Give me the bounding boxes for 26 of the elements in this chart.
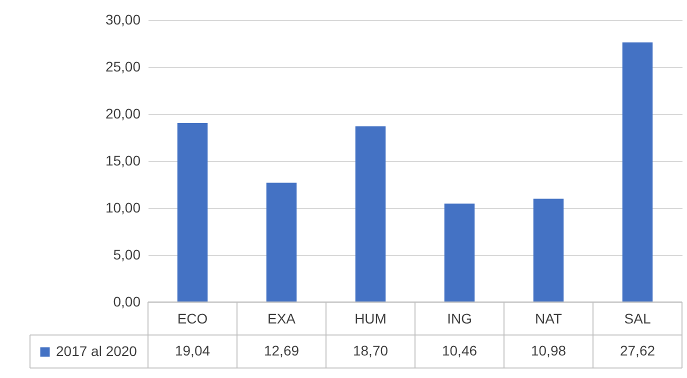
y-tick-label: 0,00 — [113, 294, 141, 310]
y-tick-label: 25,00 — [105, 58, 141, 74]
x-tick-label: HUM — [354, 310, 386, 326]
data-label: 10,46 — [442, 342, 478, 358]
x-tick-label: NAT — [535, 310, 562, 326]
bar — [266, 182, 297, 302]
x-tick-label: EXA — [267, 310, 296, 326]
y-tick-label: 20,00 — [105, 106, 141, 122]
legend-label: 2017 al 2020 — [56, 343, 138, 359]
bar — [622, 42, 653, 302]
bar — [177, 123, 208, 302]
y-tick-label: 5,00 — [113, 246, 141, 262]
x-tick-label: ECO — [177, 310, 208, 326]
y-tick-label: 30,00 — [105, 12, 141, 28]
data-label: 19,04 — [174, 342, 210, 358]
bar — [355, 126, 386, 302]
data-label: 18,70 — [352, 342, 388, 358]
data-label: 10,98 — [530, 342, 566, 358]
data-label: 12,69 — [264, 342, 300, 358]
y-tick-label: 10,00 — [105, 200, 141, 216]
x-tick-label: SAL — [624, 310, 651, 326]
bar — [533, 198, 564, 302]
data-label: 27,62 — [620, 342, 656, 358]
x-tick-label: ING — [447, 310, 472, 326]
y-tick-label: 15,00 — [105, 152, 141, 168]
bar — [444, 204, 475, 302]
